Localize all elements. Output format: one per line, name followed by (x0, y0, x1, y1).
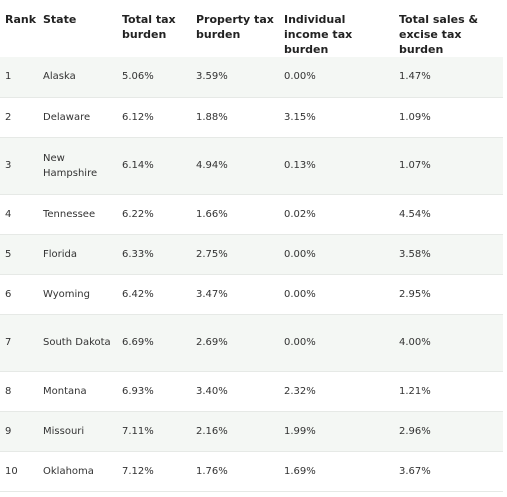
cell-property-tax: 3.59% (191, 57, 279, 98)
cell-total-tax: 7.12% (117, 451, 191, 492)
cell-sales-tax: 3.67% (394, 451, 503, 492)
table-body: 1 Alaska 5.06% 3.59% 0.00% 1.47% 2 Delaw… (0, 57, 503, 492)
cell-income-tax: 1.69% (279, 451, 394, 492)
header-property-tax: Property tax burden (191, 0, 279, 57)
cell-rank: 8 (0, 371, 38, 412)
cell-total-tax: 6.93% (117, 371, 191, 412)
table-row: 6 Wyoming 6.42% 3.47% 0.00% 2.95% (0, 274, 503, 315)
table-row: 1 Alaska 5.06% 3.59% 0.00% 1.47% (0, 57, 503, 98)
header-state: State (38, 0, 117, 57)
cell-rank: 10 (0, 451, 38, 492)
cell-rank: 9 (0, 411, 38, 452)
cell-income-tax: 2.32% (279, 371, 394, 412)
cell-state: Wyoming (38, 274, 117, 315)
cell-income-tax: 0.00% (279, 314, 394, 372)
table-row: 5 Florida 6.33% 2.75% 0.00% 3.58% (0, 234, 503, 275)
header-row: Rank State Total tax burden Property tax… (0, 0, 503, 57)
cell-income-tax: 0.02% (279, 194, 394, 235)
cell-sales-tax: 4.00% (394, 314, 503, 372)
cell-sales-tax: 1.09% (394, 97, 503, 138)
cell-sales-tax: 4.54% (394, 194, 503, 235)
cell-property-tax: 3.40% (191, 371, 279, 412)
cell-property-tax: 3.47% (191, 274, 279, 315)
table-row: 2 Delaware 6.12% 1.88% 3.15% 1.09% (0, 97, 503, 138)
cell-income-tax: 0.13% (279, 137, 394, 195)
cell-total-tax: 6.14% (117, 137, 191, 195)
cell-state: Montana (38, 371, 117, 412)
header-income-tax: Individual income tax burden (279, 0, 394, 57)
table-row: 4 Tennessee 6.22% 1.66% 0.02% 4.54% (0, 194, 503, 235)
cell-sales-tax: 2.96% (394, 411, 503, 452)
cell-property-tax: 2.69% (191, 314, 279, 372)
table-header: Rank State Total tax burden Property tax… (0, 0, 503, 57)
cell-state: Florida (38, 234, 117, 275)
cell-sales-tax: 1.47% (394, 57, 503, 98)
cell-total-tax: 6.22% (117, 194, 191, 235)
cell-rank: 6 (0, 274, 38, 315)
cell-sales-tax: 1.21% (394, 371, 503, 412)
cell-state: South Dakota (38, 314, 117, 372)
header-total-tax: Total tax burden (117, 0, 191, 57)
header-rank: Rank (0, 0, 38, 57)
table-row: 8 Montana 6.93% 3.40% 2.32% 1.21% (0, 371, 503, 412)
cell-state: Oklahoma (38, 451, 117, 492)
cell-income-tax: 0.00% (279, 274, 394, 315)
cell-property-tax: 2.16% (191, 411, 279, 452)
cell-sales-tax: 3.58% (394, 234, 503, 275)
cell-state: Alaska (38, 57, 117, 98)
cell-total-tax: 6.33% (117, 234, 191, 275)
cell-state: Delaware (38, 97, 117, 138)
cell-rank: 7 (0, 314, 38, 372)
table-row: 3 New Hampshire 6.14% 4.94% 0.13% 1.07% (0, 137, 503, 195)
cell-rank: 2 (0, 97, 38, 138)
cell-income-tax: 0.00% (279, 57, 394, 98)
cell-total-tax: 6.69% (117, 314, 191, 372)
cell-state: New Hampshire (38, 137, 117, 195)
cell-income-tax: 1.99% (279, 411, 394, 452)
cell-state: Missouri (38, 411, 117, 452)
cell-income-tax: 3.15% (279, 97, 394, 138)
cell-rank: 5 (0, 234, 38, 275)
cell-rank: 3 (0, 137, 38, 195)
table-row: 10 Oklahoma 7.12% 1.76% 1.69% 3.67% (0, 451, 503, 492)
cell-sales-tax: 2.95% (394, 274, 503, 315)
table-row: 9 Missouri 7.11% 2.16% 1.99% 2.96% (0, 411, 503, 452)
cell-total-tax: 7.11% (117, 411, 191, 452)
cell-income-tax: 0.00% (279, 234, 394, 275)
cell-total-tax: 5.06% (117, 57, 191, 98)
cell-property-tax: 2.75% (191, 234, 279, 275)
cell-property-tax: 1.88% (191, 97, 279, 138)
cell-property-tax: 4.94% (191, 137, 279, 195)
header-sales-tax: Total sales & excise tax burden (394, 0, 503, 57)
cell-total-tax: 6.42% (117, 274, 191, 315)
cell-property-tax: 1.76% (191, 451, 279, 492)
cell-property-tax: 1.66% (191, 194, 279, 235)
cell-state: Tennessee (38, 194, 117, 235)
cell-rank: 1 (0, 57, 38, 98)
cell-total-tax: 6.12% (117, 97, 191, 138)
table-row: 7 South Dakota 6.69% 2.69% 0.00% 4.00% (0, 314, 503, 372)
cell-sales-tax: 1.07% (394, 137, 503, 195)
cell-rank: 4 (0, 194, 38, 235)
